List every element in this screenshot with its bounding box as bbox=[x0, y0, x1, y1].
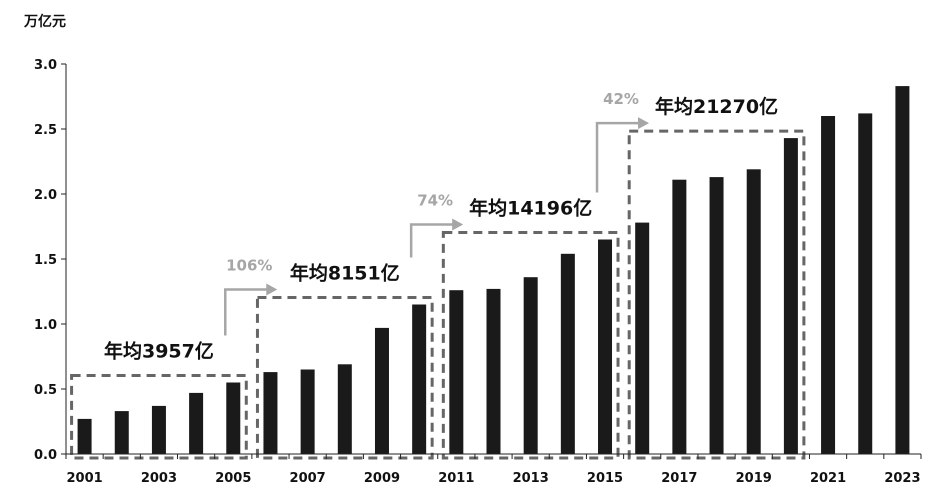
y-axis-ticks: 0.0 0.5 1.0 1.5 2.0 2.5 3.0 bbox=[34, 58, 66, 463]
bar-2010 bbox=[412, 304, 427, 454]
x-tick-label: 2017 bbox=[661, 471, 697, 486]
y-axis-unit-label: 万亿元 bbox=[23, 13, 66, 30]
bar-2015 bbox=[598, 239, 613, 454]
group-average-label-2: 年均8151亿 bbox=[290, 262, 400, 285]
growth-arrow-line-3 bbox=[595, 121, 642, 193]
bar-2018 bbox=[709, 177, 724, 454]
group-box-4 bbox=[627, 129, 806, 460]
growth-arrow-head-1 bbox=[266, 283, 278, 296]
y-tick-label: 0.0 bbox=[34, 448, 57, 463]
group-average-label-4: 年均21270亿 bbox=[655, 95, 778, 118]
bar-2014 bbox=[560, 253, 575, 454]
x-tick-label: 2013 bbox=[513, 471, 549, 486]
bar-2009 bbox=[374, 327, 389, 454]
growth-arrow-head-2 bbox=[452, 218, 464, 231]
x-tick-label: 2007 bbox=[290, 471, 326, 486]
x-tick-label: 2009 bbox=[364, 471, 400, 486]
bar-2021 bbox=[821, 116, 836, 454]
bar-2006 bbox=[263, 372, 278, 454]
growth-rate-label-3: 42% bbox=[603, 90, 639, 108]
y-tick-label: 1.5 bbox=[34, 253, 57, 268]
bar-2012 bbox=[486, 288, 501, 454]
group-box-2 bbox=[255, 296, 434, 460]
bar-2002 bbox=[114, 411, 129, 454]
group-average-label-1: 年均3957亿 bbox=[104, 340, 214, 363]
growth-annotations: 106% 74% 42% bbox=[224, 90, 650, 336]
bar-2013 bbox=[523, 277, 538, 454]
x-tick-label: 2019 bbox=[736, 471, 772, 486]
growth-rate-label-1: 106% bbox=[226, 257, 272, 275]
x-tick-label: 2001 bbox=[66, 471, 102, 486]
y-tick-label: 0.5 bbox=[34, 383, 57, 398]
group-box-3 bbox=[441, 231, 620, 460]
group-box-1 bbox=[70, 374, 248, 460]
x-tick-label: 2003 bbox=[141, 471, 177, 486]
x-tick-label: 2021 bbox=[810, 471, 846, 486]
y-tick-label: 3.0 bbox=[34, 58, 57, 73]
bar-2020 bbox=[783, 138, 798, 454]
x-tick-label: 2023 bbox=[884, 471, 920, 486]
bar-2019 bbox=[746, 169, 761, 455]
bar-2011 bbox=[449, 290, 464, 454]
x-tick-label: 2011 bbox=[438, 471, 474, 486]
y-tick-label: 2.5 bbox=[34, 123, 57, 138]
x-axis-ticks: 2001 2003 2005 2007 2009 2011 2013 2015 2017 2019… bbox=[65, 454, 922, 486]
bar-2008 bbox=[337, 364, 352, 454]
bar-2023 bbox=[895, 86, 910, 454]
bar-2001 bbox=[77, 418, 92, 454]
x-tick-label: 2005 bbox=[215, 471, 251, 486]
growth-arrow-line-2 bbox=[409, 223, 456, 258]
bar-2007 bbox=[300, 369, 315, 454]
bar-2005 bbox=[226, 382, 241, 454]
bar-2016 bbox=[635, 222, 650, 454]
bar-2004 bbox=[189, 392, 204, 454]
growth-rate-label-2: 74% bbox=[417, 192, 453, 210]
y-tick-label: 1.0 bbox=[34, 318, 57, 333]
group-average-label-3: 年均14196亿 bbox=[469, 197, 592, 220]
group-boxes: 年均3957亿 年均8151亿 年均14196亿 年均21270亿 bbox=[70, 95, 806, 460]
growth-arrow-line-1 bbox=[224, 288, 270, 336]
bar-2022 bbox=[858, 113, 873, 455]
bar-2017 bbox=[672, 179, 687, 454]
growth-arrow-head-3 bbox=[638, 117, 650, 130]
bars bbox=[77, 86, 910, 455]
y-tick-label: 2.0 bbox=[34, 188, 57, 203]
bar-2003 bbox=[151, 405, 166, 454]
x-tick-label: 2015 bbox=[587, 471, 623, 486]
